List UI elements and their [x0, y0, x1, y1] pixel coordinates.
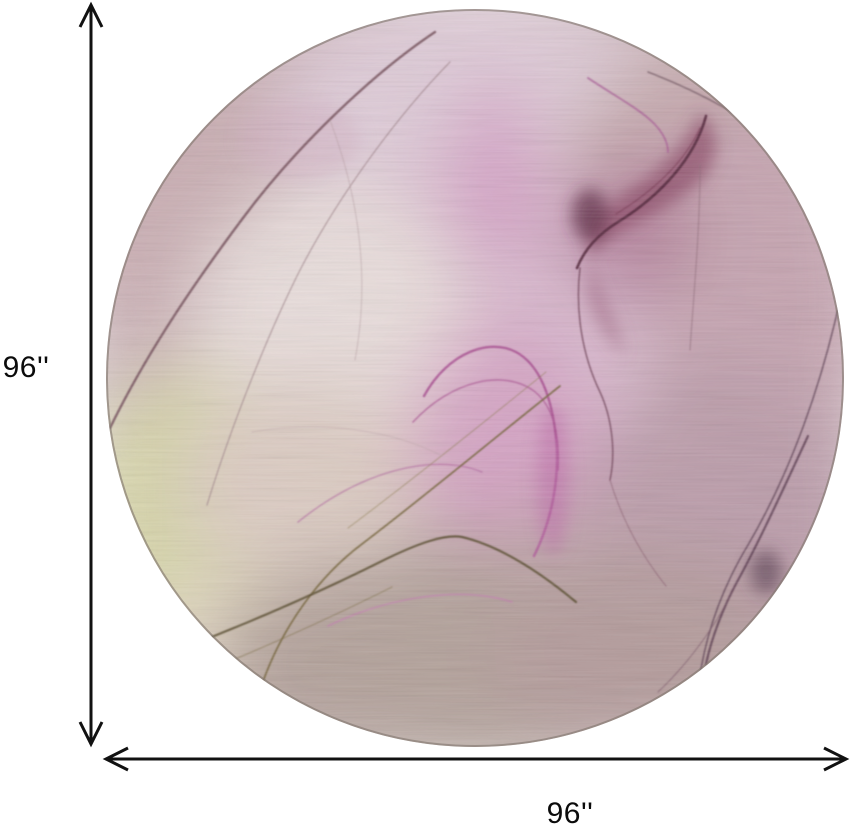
- rug-edge: [106, 9, 844, 747]
- arrowhead-up-icon: [78, 1, 104, 28]
- arrowhead-left-icon: [102, 746, 129, 772]
- arrowhead-right-icon: [823, 746, 850, 772]
- width-dimension-arrow: [102, 746, 850, 772]
- height-dimension-arrow: [78, 1, 104, 748]
- width-dimension-label: 96'': [546, 797, 594, 830]
- arrowhead-down-icon: [78, 721, 104, 748]
- rug-texture: [106, 9, 844, 747]
- height-dimension-label: 96'': [2, 351, 50, 384]
